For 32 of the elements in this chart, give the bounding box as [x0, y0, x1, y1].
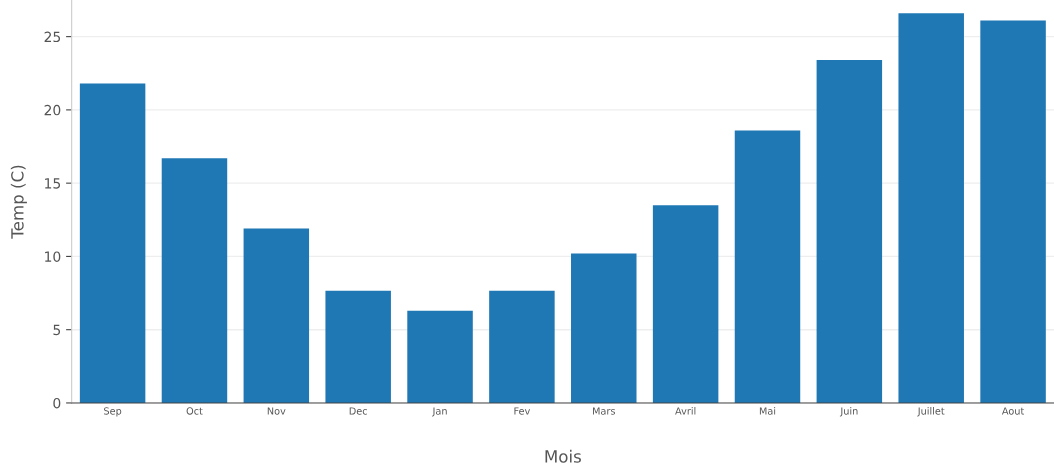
- x-tick-label: Oct: [186, 407, 203, 415]
- x-tick-label: Mars: [593, 407, 615, 415]
- bar: [898, 13, 964, 403]
- y-tick-label: 25: [44, 31, 61, 43]
- x-tick-label: Juillet: [917, 407, 945, 417]
- y-tick-label: 10: [45, 251, 61, 262]
- x-tick-label: Nov: [267, 407, 286, 415]
- x-tick-label: Mai: [759, 407, 776, 415]
- y-tick-label: 5: [53, 324, 61, 336]
- bar: [652, 205, 719, 403]
- x-tick-label: Jan: [432, 407, 447, 417]
- bar: [243, 228, 310, 403]
- x-tick-label: Avril: [675, 407, 696, 415]
- y-axis-title: Temp (C): [10, 165, 27, 239]
- x-tick-label: Aout: [1001, 407, 1025, 415]
- bar: [407, 310, 473, 403]
- y-tick-label: 15: [45, 178, 61, 189]
- y-tick-label: 20: [44, 104, 61, 116]
- bar: [816, 60, 883, 403]
- x-tick-label: Dec: [349, 407, 367, 415]
- x-axis-title: Mois: [545, 449, 581, 463]
- x-tick-label: Juin: [839, 407, 858, 417]
- x-tick-label: Sep: [104, 407, 122, 417]
- bar: [980, 20, 1046, 403]
- bar: [489, 290, 555, 403]
- bar: [734, 130, 801, 403]
- bar: [325, 290, 391, 403]
- y-tick-label: 0: [53, 397, 61, 409]
- bar: [79, 83, 146, 403]
- bar: [161, 158, 228, 403]
- x-tick-label: Fev: [514, 407, 531, 415]
- bar: [571, 253, 637, 403]
